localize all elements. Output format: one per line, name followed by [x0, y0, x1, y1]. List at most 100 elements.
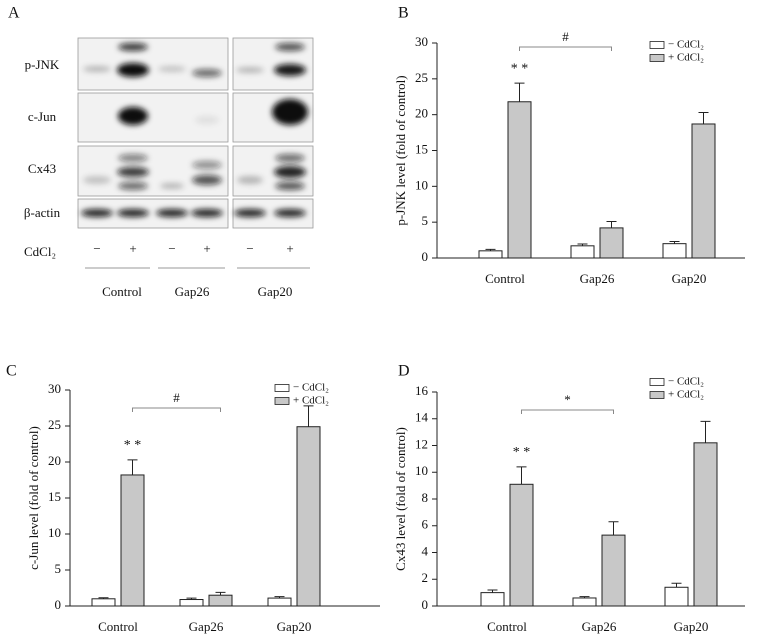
group-label: Gap26: [175, 284, 210, 299]
error-bar: [485, 248, 496, 251]
legend-label: + CdCl₂: [293, 395, 329, 407]
bar: [478, 250, 503, 259]
blot-box: [77, 37, 229, 91]
x-tick-label: Gap20: [277, 619, 312, 634]
y-tick-label: 15: [415, 141, 428, 156]
treatment-sign: +: [286, 241, 293, 256]
bar: [570, 245, 595, 259]
legend-swatch: [274, 397, 290, 405]
comparison-bracket: [132, 407, 221, 412]
y-tick-label: 10: [415, 177, 428, 192]
bar: [296, 426, 321, 607]
treatment-label: CdCl₂: [24, 244, 56, 259]
treatment-sign: −: [168, 241, 175, 256]
panel-label: C: [6, 363, 17, 380]
comparison-mark: *: [564, 392, 571, 407]
y-tick-label: 10: [415, 463, 428, 478]
x-tick-label: Control: [487, 619, 527, 634]
error-bar: [98, 597, 109, 599]
error-bar: [669, 241, 680, 244]
y-tick-label: 15: [48, 489, 61, 504]
error-bar: [514, 82, 525, 102]
treatment-sign: −: [246, 241, 253, 256]
legend-swatch: [649, 41, 665, 49]
error-bar: [274, 596, 285, 599]
legend-label: − CdCl₂: [668, 39, 704, 51]
error-bar: [127, 459, 138, 475]
error-bar: [698, 112, 709, 124]
y-tick-label: 25: [48, 417, 61, 432]
y-tick-label: 30: [48, 381, 61, 396]
bar: [664, 586, 689, 607]
legend-swatch: [649, 54, 665, 62]
bar: [179, 599, 204, 607]
error-bar: [606, 220, 617, 228]
y-tick-label: 12: [415, 436, 428, 451]
comparison-bracket: [519, 46, 612, 51]
legend-swatch: [649, 378, 665, 386]
y-tick-label: 0: [55, 597, 62, 612]
error-bar: [516, 466, 527, 485]
y-tick-label: 5: [422, 213, 429, 228]
bar: [662, 243, 687, 259]
comparison-mark: #: [173, 390, 180, 405]
error-bar: [215, 591, 226, 596]
error-bar: [700, 420, 711, 443]
y-tick-label: 8: [422, 490, 429, 505]
error-bar: [303, 405, 314, 427]
error-bar: [671, 582, 682, 588]
panel-label: D: [398, 363, 410, 380]
x-tick-label: Gap26: [580, 271, 615, 286]
bar: [208, 594, 233, 607]
error-bar: [186, 597, 197, 600]
x-tick-label: Gap20: [672, 271, 707, 286]
panel-label: B: [398, 5, 409, 22]
y-tick-label: 20: [48, 453, 61, 468]
group-label: Gap20: [258, 284, 293, 299]
y-tick-label: 6: [422, 517, 429, 532]
legend-label: + CdCl₂: [668, 389, 704, 401]
legend-label: + CdCl₂: [668, 52, 704, 64]
bar: [507, 101, 532, 259]
x-tick-label: Gap26: [582, 619, 617, 634]
legend-swatch: [649, 391, 665, 399]
blot-bands: [81, 43, 308, 217]
y-tick-label: 10: [48, 525, 61, 540]
y-tick-label: 20: [415, 106, 428, 121]
error-bar: [487, 589, 498, 593]
significance-mark: * *: [511, 61, 529, 76]
y-tick-label: 2: [422, 570, 429, 585]
significance-mark: * *: [124, 438, 142, 453]
comparison-mark: #: [562, 29, 569, 44]
bar: [509, 483, 534, 607]
significance-mark: * *: [513, 445, 531, 460]
legend-label: − CdCl₂: [668, 376, 704, 388]
bar: [693, 442, 718, 607]
x-tick-label: Control: [485, 271, 525, 286]
treatment-sign: −: [93, 241, 100, 256]
y-tick-label: 14: [415, 410, 429, 425]
blot-row-label: Cx43: [28, 161, 56, 176]
y-axis-label: p-JNK level (fold of control): [393, 75, 408, 225]
bar: [267, 597, 292, 607]
comparison-bracket: [521, 409, 614, 414]
y-tick-label: 4: [422, 543, 429, 558]
bar: [480, 592, 505, 607]
blot-images: [77, 37, 314, 269]
blot-row-label: c-Jun: [28, 109, 57, 124]
error-bar: [608, 521, 619, 536]
y-tick-label: 0: [422, 249, 429, 264]
legend-label: − CdCl₂: [293, 382, 329, 394]
treatment-sign: +: [203, 241, 210, 256]
blot-row-label: β-actin: [24, 205, 61, 220]
bar: [120, 474, 145, 607]
error-bar: [579, 596, 590, 598]
bar: [599, 227, 624, 259]
bar: [691, 123, 716, 259]
error-bar: [577, 243, 588, 246]
y-tick-label: 16: [415, 383, 429, 398]
bar: [572, 597, 597, 607]
y-axis-label: Cx43 level (fold of control): [393, 427, 408, 571]
